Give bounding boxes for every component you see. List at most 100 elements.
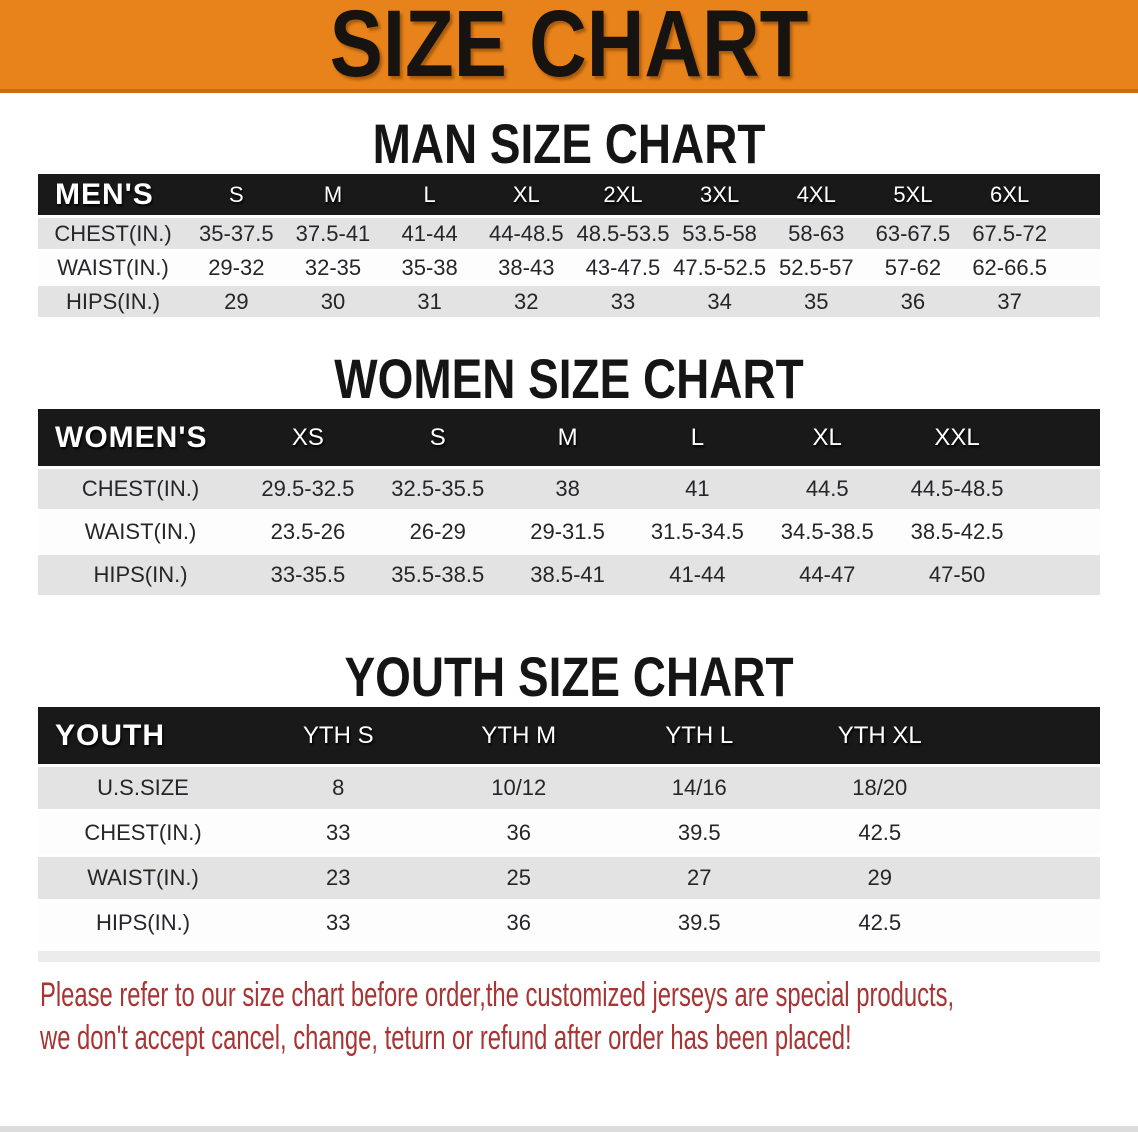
cell: 48.5-53.5 bbox=[576, 220, 670, 246]
cell: 57-62 bbox=[884, 254, 942, 280]
men-col-2xl: 2XL bbox=[574, 174, 672, 215]
men-waist-row: WAIST(IN.) 29-32 32-35 35-38 38-43 43-47… bbox=[38, 252, 1100, 283]
men-col-5xl: 5XL bbox=[864, 174, 962, 215]
spacer-cell bbox=[970, 902, 1100, 944]
spacer-cell bbox=[1058, 286, 1100, 317]
row-label: WAIST(IN.) bbox=[84, 519, 197, 544]
cell: 38.5-41 bbox=[530, 562, 605, 587]
cell: 47-50 bbox=[928, 562, 986, 587]
men-header-label: MEN'S bbox=[38, 174, 188, 215]
cell: 33 bbox=[610, 288, 636, 314]
cell: 31.5-34.5 bbox=[650, 519, 744, 544]
men-size-table: MEN'S S M L XL 2XL 3XL 4XL 5XL 6XL CHEST… bbox=[38, 171, 1100, 320]
youth-ussize-row: U.S.SIZE 8 10/12 14/16 18/20 bbox=[38, 767, 1100, 809]
cell: 25 bbox=[506, 865, 531, 890]
cell: 14/16 bbox=[671, 775, 727, 800]
men-col-l: L bbox=[381, 174, 478, 215]
row-label: HIPS(IN.) bbox=[95, 910, 191, 935]
spacer-cell bbox=[1058, 252, 1100, 283]
men-section-title: MAN SIZE CHART bbox=[372, 112, 766, 175]
cell: 58-63 bbox=[788, 220, 845, 246]
cell: 41-44 bbox=[669, 562, 726, 587]
cell: 35-38 bbox=[401, 254, 458, 280]
cell: 32-35 bbox=[304, 254, 362, 280]
women-section-title: WOMEN SIZE CHART bbox=[334, 347, 804, 410]
cell: 31 bbox=[417, 288, 442, 314]
cell: 44.5 bbox=[805, 476, 849, 501]
women-chest-row: CHEST(IN.) 29.5-32.5 32.5-35.5 38 41 44.… bbox=[38, 469, 1100, 509]
row-label: CHEST(IN.) bbox=[81, 476, 200, 501]
youth-col-xl: YTH XL bbox=[789, 707, 970, 764]
cell: 36 bbox=[900, 288, 926, 314]
women-hips-row: HIPS(IN.) 33-35.5 35.5-38.5 38.5-41 41-4… bbox=[38, 555, 1100, 595]
cell: 29.5-32.5 bbox=[261, 476, 355, 501]
cell: 34.5-38.5 bbox=[780, 519, 874, 544]
spacer-cell bbox=[970, 812, 1100, 854]
cell: 44-48.5 bbox=[488, 220, 564, 246]
spacer-cell bbox=[1022, 555, 1100, 595]
women-col-m: M bbox=[502, 409, 633, 466]
cell: 23.5-26 bbox=[270, 519, 346, 544]
row-label: HIPS(IN.) bbox=[93, 562, 188, 587]
cell: 67.5-72 bbox=[972, 220, 1047, 246]
cell: 33-35.5 bbox=[270, 562, 346, 587]
banner: SIZE CHART bbox=[0, 0, 1138, 93]
cell: 29-32 bbox=[208, 254, 265, 280]
cell: 29 bbox=[224, 288, 249, 314]
cell: 36 bbox=[506, 820, 531, 845]
cell: 52.5-57 bbox=[778, 254, 854, 280]
row-label: WAIST(IN.) bbox=[57, 254, 169, 280]
cell: 43-47.5 bbox=[585, 254, 661, 280]
cell: 38 bbox=[555, 476, 580, 501]
row-label: CHEST(IN.) bbox=[54, 220, 172, 246]
cell: 38-43 bbox=[498, 254, 555, 280]
men-chest-row: CHEST(IN.) 35-37.5 37.5-41 41-44 44-48.5… bbox=[38, 218, 1100, 249]
spacer-cell bbox=[970, 857, 1100, 899]
spacer-cell bbox=[1022, 512, 1100, 552]
cell: 35-37.5 bbox=[199, 220, 274, 246]
women-col-s: S bbox=[372, 409, 503, 466]
women-col-xl: XL bbox=[762, 409, 893, 466]
youth-col-l: YTH L bbox=[609, 707, 790, 764]
row-label: WAIST(IN.) bbox=[87, 865, 199, 890]
women-waist-row: WAIST(IN.) 23.5-26 26-29 29-31.5 31.5-34… bbox=[38, 512, 1100, 552]
cell: 32 bbox=[514, 288, 539, 314]
youth-waist-row: WAIST(IN.) 23 25 27 29 bbox=[38, 857, 1100, 899]
cell: 44-47 bbox=[799, 562, 856, 587]
banner-title: SIZE CHART bbox=[329, 0, 809, 97]
women-col-l: L bbox=[632, 409, 763, 466]
table-bottom-strip bbox=[38, 951, 1100, 962]
disclaimer-line-2: we don't accept cancel, change, teturn o… bbox=[40, 1019, 852, 1057]
cell: 39.5 bbox=[677, 820, 721, 845]
women-size-table: WOMEN'S XS S M L XL XXL CHEST(IN.) 29.5-… bbox=[38, 406, 1100, 598]
cell: 26-29 bbox=[409, 519, 466, 544]
cell: 33 bbox=[326, 820, 351, 845]
cell: 29 bbox=[867, 865, 892, 890]
cell: 38.5-42.5 bbox=[910, 519, 1004, 544]
youth-header-row: YOUTH YTH S YTH M YTH L YTH XL bbox=[38, 707, 1100, 764]
cell: 10/12 bbox=[491, 775, 547, 800]
women-header-label: WOMEN'S bbox=[38, 409, 243, 466]
men-col-3xl: 3XL bbox=[671, 174, 768, 215]
men-header-row: MEN'S S M L XL 2XL 3XL 4XL 5XL 6XL bbox=[38, 174, 1100, 215]
spacer-cell bbox=[1022, 409, 1100, 466]
cell: 37.5-41 bbox=[295, 220, 371, 246]
cell: 39.5 bbox=[677, 910, 721, 935]
cell: 63-67.5 bbox=[875, 220, 951, 246]
men-col-s: S bbox=[188, 174, 285, 215]
men-col-4xl: 4XL bbox=[767, 174, 865, 215]
disclaimer-line-1: Please refer to our size chart before or… bbox=[40, 976, 955, 1014]
row-label: CHEST(IN.) bbox=[84, 820, 202, 845]
cell: 41 bbox=[685, 476, 710, 501]
spacer-cell bbox=[970, 767, 1100, 809]
cell: 44.5-48.5 bbox=[910, 476, 1004, 501]
spacer-cell bbox=[1022, 469, 1100, 509]
disclaimer: Please refer to our size chart before or… bbox=[40, 974, 1138, 1060]
cell: 30 bbox=[320, 288, 346, 314]
cell: 18/20 bbox=[852, 775, 908, 800]
cell: 27 bbox=[687, 865, 712, 890]
cell: 35 bbox=[804, 288, 829, 314]
cell: 42.5 bbox=[858, 910, 902, 935]
women-header-row: WOMEN'S XS S M L XL XXL bbox=[38, 409, 1100, 466]
